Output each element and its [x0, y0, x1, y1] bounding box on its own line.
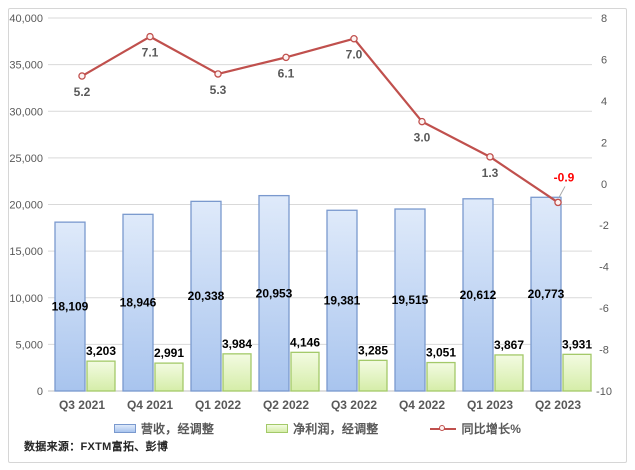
secondary-axis-tick-label: 0 — [601, 179, 607, 191]
growth-point-marker — [282, 53, 290, 62]
growth-point-marker — [418, 117, 426, 126]
revenue-bar — [122, 213, 154, 392]
chart-legend: 营收，经调整 净利润，经调整 同比增长% — [0, 420, 635, 437]
revenue-bar — [530, 196, 562, 392]
category-label: Q3 2021 — [59, 398, 105, 412]
revenue-bar-label: 20,338 — [188, 289, 225, 303]
revenue-bar-label: 20,953 — [256, 286, 293, 300]
revenue-bar — [54, 221, 86, 392]
revenue-bar — [394, 208, 426, 392]
growth-point-label: 5.3 — [210, 83, 227, 97]
profit-bar-label: 3,285 — [358, 343, 388, 357]
primary-axis-tick-label: 20,000 — [9, 200, 43, 212]
primary-axis-tick-label: 40,000 — [9, 13, 43, 25]
secondary-axis-tick-label: 6 — [601, 54, 607, 66]
category-label: Q1 2022 — [195, 398, 241, 412]
growth-point-label: 7.0 — [346, 48, 363, 62]
legend-label-profit: 净利润，经调整 — [293, 422, 379, 436]
secondary-axis-tick-label: -8 — [599, 345, 609, 357]
profit-bar-label: 3,931 — [562, 337, 592, 351]
primary-axis-tick-label: 35,000 — [9, 60, 43, 72]
revenue-bar — [190, 200, 222, 392]
growth-point-marker — [78, 72, 86, 80]
profit-bar-label: 3,867 — [494, 338, 524, 352]
primary-axis-tick-label: 5,000 — [15, 339, 43, 351]
revenue-bar-label: 19,515 — [392, 293, 429, 307]
profit-bar-label: 4,146 — [290, 335, 320, 349]
growth-point-label: 5.2 — [74, 85, 91, 99]
profit-bar-label: 2,991 — [154, 346, 184, 360]
primary-axis-tick-label: 30,000 — [9, 106, 43, 118]
revenue-bar-label: 18,109 — [52, 300, 89, 314]
data-source-note: 数据来源：FXTM富拓、彭博 — [24, 441, 169, 453]
growth-point-marker — [554, 198, 562, 207]
growth-point-marker — [350, 34, 358, 43]
revenue-bar-label: 20,612 — [460, 288, 497, 302]
profit-bar — [562, 353, 592, 392]
secondary-axis-tick-label: -2 — [599, 220, 609, 232]
legend-item-profit: 净利润，经调整 — [266, 420, 378, 437]
profit-bar — [154, 362, 184, 392]
profit-bar-label: 3,203 — [86, 344, 116, 358]
category-label: Q4 2022 — [399, 398, 445, 412]
legend-label-growth: 同比增长% — [461, 422, 522, 436]
growth-point-marker — [146, 32, 154, 41]
category-label: Q4 2021 — [127, 398, 173, 412]
revenue-bar-label: 20,773 — [528, 287, 565, 301]
revenue-bar — [462, 198, 494, 392]
category-label: Q2 2022 — [263, 398, 309, 412]
primary-axis-tick-label: 25,000 — [9, 153, 43, 165]
growth-point-marker — [486, 153, 494, 161]
profit-bar — [86, 360, 116, 392]
revenue-bar-label: 19,381 — [324, 294, 361, 308]
legend-item-revenue: 营收，经调整 — [113, 420, 215, 437]
primary-axis-tick-label: 0 — [37, 386, 43, 398]
secondary-axis-tick-label: 8 — [601, 13, 607, 25]
category-label: Q1 2023 — [467, 398, 513, 412]
category-label: Q3 2022 — [331, 398, 377, 412]
secondary-axis-tick-label: -6 — [599, 303, 609, 315]
label-leader-line — [558, 186, 566, 198]
growth-point-label: 6.1 — [278, 66, 295, 80]
growth-point-label-negative: -0.9 — [554, 170, 575, 184]
growth-point-label: 7.1 — [142, 46, 159, 60]
primary-axis-tick-label: 15,000 — [9, 246, 43, 258]
revenue-bar — [258, 194, 290, 392]
secondary-axis-tick-label: 2 — [601, 137, 607, 149]
profit-bar — [222, 353, 252, 392]
profit-bar — [358, 359, 388, 392]
profit-bar-label: 3,984 — [222, 337, 252, 351]
revenue-bar — [326, 209, 358, 392]
revenue-bar-label: 18,946 — [120, 296, 157, 310]
profit-bar — [426, 361, 456, 392]
profit-bar — [494, 354, 524, 392]
secondary-axis-tick-label: -4 — [599, 262, 609, 274]
revenue-swatch-icon — [113, 424, 136, 433]
secondary-axis-tick-label: -10 — [596, 386, 612, 398]
primary-axis-tick-label: 10,000 — [9, 293, 43, 305]
secondary-axis-tick-label: 4 — [601, 96, 607, 108]
growth-line — [81, 35, 559, 204]
legend-item-growth: 同比增长% — [430, 420, 521, 437]
profit-bar — [290, 351, 320, 392]
profit-bar-label: 3,051 — [426, 346, 456, 360]
growth-point-label: 3.0 — [414, 131, 431, 145]
growth-point-marker — [214, 70, 222, 78]
profit-swatch-icon — [266, 424, 289, 433]
legend-label-revenue: 营收，经调整 — [140, 422, 215, 436]
category-label: Q2 2023 — [535, 398, 581, 412]
growth-line-marker-icon — [430, 424, 457, 433]
growth-point-label: 1.3 — [482, 166, 499, 180]
